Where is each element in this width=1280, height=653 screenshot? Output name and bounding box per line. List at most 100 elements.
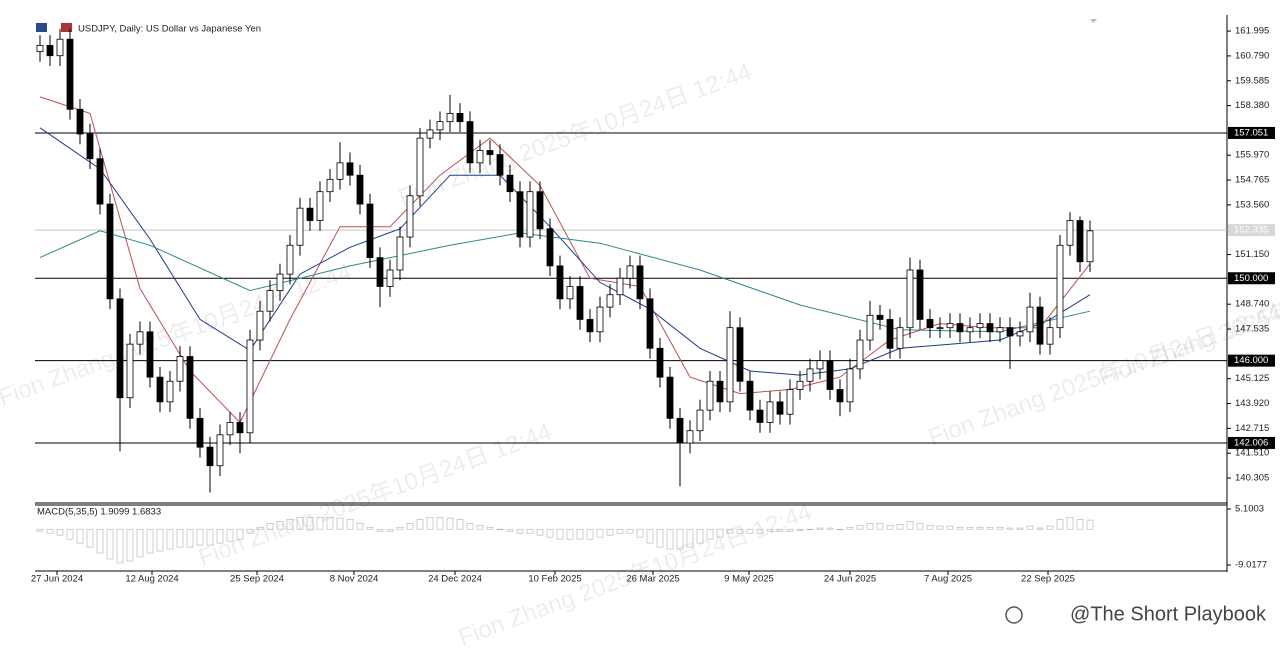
macd-bar — [806, 528, 814, 531]
candle-body — [156, 376, 164, 403]
x-tick-label: 8 Nov 2024 — [330, 574, 379, 585]
moving-average — [39, 96, 1091, 424]
candle-body — [366, 203, 374, 259]
macd-bar — [646, 528, 654, 544]
y-tick-label: 159.585 — [1235, 75, 1269, 86]
candle-body — [726, 327, 734, 403]
macd-bar — [666, 528, 674, 550]
candle-body — [486, 150, 494, 156]
macd-bar — [446, 517, 454, 530]
macd-bar — [216, 528, 224, 544]
x-tick-label: 10 Feb 2025 — [528, 574, 581, 585]
macd-tick-label: 5.1003 — [1235, 504, 1264, 515]
candle-body — [346, 162, 354, 176]
level-label: 142.006 — [1234, 437, 1268, 448]
x-tick-label: 26 Mar 2025 — [626, 574, 679, 585]
macd-bar — [506, 528, 514, 532]
macd-bar — [166, 528, 174, 550]
candle-body — [1066, 220, 1074, 246]
candle-body — [396, 236, 404, 271]
macd-bar — [346, 519, 354, 530]
y-tick-label: 140.305 — [1235, 473, 1269, 484]
macd-bar — [96, 528, 104, 554]
candle-body — [786, 389, 794, 415]
current-price-label: 152.335 — [1234, 225, 1268, 236]
candle-body — [126, 343, 134, 399]
y-tick-label: 141.510 — [1235, 448, 1269, 459]
macd-bar — [316, 517, 324, 530]
candle-body — [456, 112, 464, 123]
macd-bar — [186, 528, 194, 548]
macd-bar — [976, 526, 984, 530]
level-label-box — [1228, 354, 1275, 367]
macd-bar — [306, 517, 314, 530]
candle-body — [136, 331, 144, 345]
macd-bar — [416, 519, 424, 530]
macd-bar — [816, 527, 824, 530]
macd-bar — [196, 528, 204, 546]
candle-body — [776, 401, 784, 415]
candle-body — [76, 108, 84, 135]
candle-body — [636, 265, 644, 300]
macd-bar — [736, 528, 744, 534]
candle-body — [276, 273, 284, 291]
y-tick-label: 151.150 — [1235, 249, 1269, 260]
macd-bar — [426, 517, 434, 530]
candle-body — [226, 422, 234, 436]
macd-bar — [256, 526, 264, 530]
macd-bar — [56, 528, 64, 536]
candle-body — [586, 319, 594, 333]
y-tick-label: 147.535 — [1235, 324, 1269, 335]
level-label-box — [1228, 436, 1275, 449]
candle-body — [936, 327, 944, 330]
macd-bar — [1056, 519, 1064, 530]
candle-body — [336, 162, 344, 180]
macd-bar — [536, 528, 544, 536]
x-tick-label: 12 Aug 2024 — [125, 574, 178, 585]
macd-bar — [46, 528, 54, 534]
moving-average — [39, 127, 1091, 376]
candle-body — [66, 38, 74, 110]
macd-bar — [986, 526, 994, 530]
candle-body — [1036, 306, 1044, 345]
footer-icon — [1005, 606, 1023, 624]
macd-bar — [866, 522, 874, 530]
y-tick-label: 158.380 — [1235, 100, 1269, 111]
y-tick-label: 155.970 — [1235, 150, 1269, 161]
macd-bar — [466, 522, 474, 530]
candle-body — [426, 129, 434, 139]
macd-bar — [1036, 527, 1044, 530]
macd-bar — [586, 528, 594, 540]
macd-bar — [76, 528, 84, 544]
candle-body — [666, 376, 674, 419]
candle-body — [796, 380, 804, 390]
macd-bar — [1066, 517, 1074, 530]
candle-body — [926, 319, 934, 329]
x-tick-label: 22 Sep 2025 — [1021, 574, 1075, 585]
macd-bar — [436, 517, 444, 530]
macd-bar — [376, 528, 384, 532]
candle-body — [56, 38, 64, 57]
macd-bar — [146, 528, 154, 554]
macd-bar — [1076, 519, 1084, 530]
x-tick-label: 25 Sep 2024 — [230, 574, 284, 585]
candle-body — [416, 137, 424, 197]
candle-body — [836, 389, 844, 403]
x-tick-label: 24 Dec 2024 — [428, 574, 482, 585]
macd-bar — [576, 528, 584, 540]
candle-body — [236, 422, 244, 434]
candle-body — [216, 434, 224, 467]
candle-body — [466, 121, 474, 164]
macd-bar — [366, 526, 374, 530]
macd-bar — [1026, 525, 1034, 530]
x-tick-label: 9 May 2025 — [724, 574, 774, 585]
macd-bar — [236, 528, 244, 540]
macd-bar — [926, 524, 934, 530]
candle-body — [736, 327, 744, 382]
candle-body — [756, 409, 764, 423]
candle-body — [706, 380, 714, 411]
macd-bar — [66, 528, 74, 540]
macd-bar — [796, 528, 804, 531]
candle-body — [816, 360, 824, 370]
